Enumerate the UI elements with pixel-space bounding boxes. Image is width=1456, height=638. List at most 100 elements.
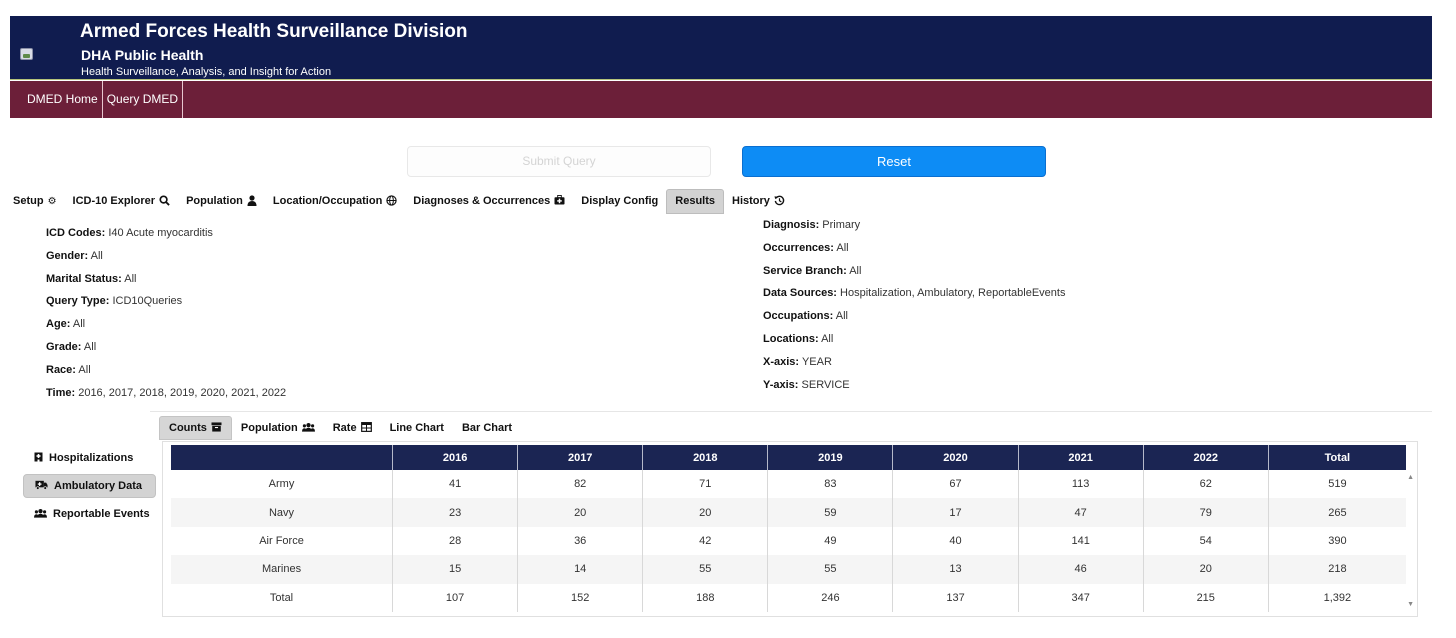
table-cell: 218	[1268, 555, 1406, 584]
counts-table: 2016 2017 2018 2019 2020 2021 2022 Total…	[171, 445, 1406, 612]
table-cell: 137	[892, 583, 1019, 612]
summary-key: Occupations:	[763, 310, 834, 323]
gears-icon: ⚙	[47, 195, 57, 207]
table-cell: 390	[1328, 534, 1347, 547]
results-subtabs: Counts Population Rate Line Chart Bar Ch…	[159, 416, 521, 440]
summary-locations: Locations: All	[763, 332, 1065, 355]
scroll-down-arrow-icon[interactable]: ▼	[1407, 601, 1414, 608]
hospital-icon	[34, 451, 43, 465]
subtab-bar-chart[interactable]: Bar Chart	[453, 416, 521, 440]
subtab-line-chart[interactable]: Line Chart	[381, 416, 453, 440]
column-header: 2017	[517, 445, 644, 470]
table-cell: 14	[517, 555, 644, 584]
summary-value: All	[124, 272, 137, 285]
source-ambulatory-data[interactable]: Ambulatory Data	[23, 474, 156, 498]
table-cell: 71	[642, 470, 769, 499]
summary-value: Hospitalization, Ambulatory, ReportableE…	[840, 287, 1066, 300]
table-icon	[360, 421, 372, 435]
history-icon	[774, 195, 785, 209]
summary-service-branch: Service Branch: All	[763, 264, 1065, 287]
table-cell: 188	[642, 583, 769, 612]
tab-display-config[interactable]: Display Config	[573, 189, 666, 214]
summary-occurrences: Occurrences: All	[763, 241, 1065, 264]
tab-history[interactable]: History	[724, 189, 793, 214]
submit-query-button[interactable]: Submit Query	[407, 146, 711, 177]
summary-value: SERVICE	[801, 378, 850, 391]
summary-key: ICD Codes:	[46, 227, 106, 239]
table-cell: 246	[767, 583, 894, 612]
summary-key: Service Branch:	[763, 264, 847, 277]
table-row: Marines 15 14 55 55 13 46 20 218	[171, 555, 1406, 584]
tab-results-label: Results	[675, 195, 716, 207]
table-cell: 55	[767, 555, 894, 584]
source-ambulatory-label: Ambulatory Data	[54, 480, 143, 492]
table-cell: 519	[1328, 478, 1347, 491]
subtab-bar-chart-label: Bar Chart	[461, 422, 513, 434]
query-tabs: Setup ⚙ ICD-10 Explorer Population Locat…	[5, 189, 793, 214]
tab-population[interactable]: Population	[178, 189, 265, 214]
table-cell: 67	[892, 470, 1019, 499]
summary-occupations: Occupations: All	[763, 309, 1065, 332]
subtab-population[interactable]: Population	[232, 416, 324, 440]
tab-setup[interactable]: Setup ⚙	[5, 189, 65, 214]
summary-key: Gender:	[46, 249, 89, 262]
summary-key: Data Sources:	[763, 287, 837, 300]
source-reportable-events[interactable]: Reportable Events	[23, 502, 156, 526]
summary-race: Race: All	[46, 363, 286, 386]
column-header: 2018	[642, 445, 769, 470]
summary-time: Time: 2016, 2017, 2018, 2019, 2020, 2021…	[46, 386, 286, 409]
summary-value: I40 Acute myocarditis	[108, 227, 213, 239]
table-cell: 17	[892, 498, 1019, 527]
subtab-rate[interactable]: Rate	[324, 416, 381, 440]
medkit-icon	[554, 195, 565, 208]
counts-table-container[interactable]: 2016 2017 2018 2019 2020 2021 2022 Total…	[162, 441, 1418, 617]
summary-key: Locations:	[763, 332, 819, 345]
source-hospitalizations-label: Hospitalizations	[49, 452, 134, 464]
summary-y-axis: Y-axis: SERVICE	[763, 378, 1065, 401]
tab-display-config-label: Display Config	[581, 195, 659, 207]
table-cell: 36	[517, 526, 644, 556]
tab-icd10-label: ICD-10 Explorer	[72, 195, 156, 207]
table-header-row: 2016 2017 2018 2019 2020 2021 2022 Total	[171, 445, 1406, 470]
nav-dmed-home[interactable]: DMED Home	[10, 81, 103, 118]
summary-key: Query Type:	[46, 295, 110, 308]
summary-key: Occurrences:	[763, 241, 834, 254]
tab-icd10-explorer[interactable]: ICD-10 Explorer	[65, 189, 179, 214]
table-cell: 15	[392, 555, 519, 584]
column-header: 2021	[1018, 445, 1144, 470]
summary-marital-status: Marital Status: All	[46, 272, 286, 295]
summary-key: X-axis:	[763, 355, 800, 368]
tab-setup-label: Setup	[13, 195, 44, 207]
column-header: 2016	[392, 445, 519, 470]
table-cell: 20	[517, 498, 644, 527]
nav-query-dmed[interactable]: Query DMED	[103, 81, 184, 118]
reset-button[interactable]: Reset	[742, 146, 1046, 177]
summary-value: All	[849, 264, 862, 277]
tab-diagnoses-occurrences[interactable]: Diagnoses & Occurrences	[405, 189, 573, 214]
table-cell: 40	[892, 526, 1019, 556]
site-tagline: Health Surveillance, Analysis, and Insig…	[81, 66, 332, 78]
table-cell: 152	[517, 583, 644, 612]
table-cell: 46	[1018, 555, 1144, 584]
subtab-counts[interactable]: Counts	[159, 416, 232, 440]
summary-value: Primary	[822, 219, 861, 231]
table-cell: 113	[1018, 470, 1144, 499]
users-icon	[34, 508, 47, 521]
summary-key: Diagnosis:	[763, 219, 820, 231]
tab-results[interactable]: Results	[666, 189, 725, 214]
summary-value: All	[836, 241, 849, 254]
table-cell: 59	[767, 498, 894, 527]
table-cell: 83	[767, 470, 894, 499]
column-header: 2019	[767, 445, 894, 470]
summary-key: Race:	[46, 363, 76, 376]
scroll-up-arrow-icon[interactable]: ▲	[1407, 474, 1414, 481]
tab-location-occupation[interactable]: Location/Occupation	[265, 189, 405, 214]
table-cell: 62	[1143, 470, 1269, 499]
column-header: 2022	[1143, 445, 1269, 470]
source-hospitalizations[interactable]: Hospitalizations	[23, 446, 156, 470]
summary-grade: Grade: All	[46, 340, 286, 363]
summary-x-axis: X-axis: YEAR	[763, 355, 1065, 378]
summary-key: Grade:	[46, 340, 82, 353]
main-navbar: DMED Home Query DMED	[10, 81, 1432, 118]
site-header: Armed Forces Health Surveillance Divisio…	[10, 16, 1432, 80]
